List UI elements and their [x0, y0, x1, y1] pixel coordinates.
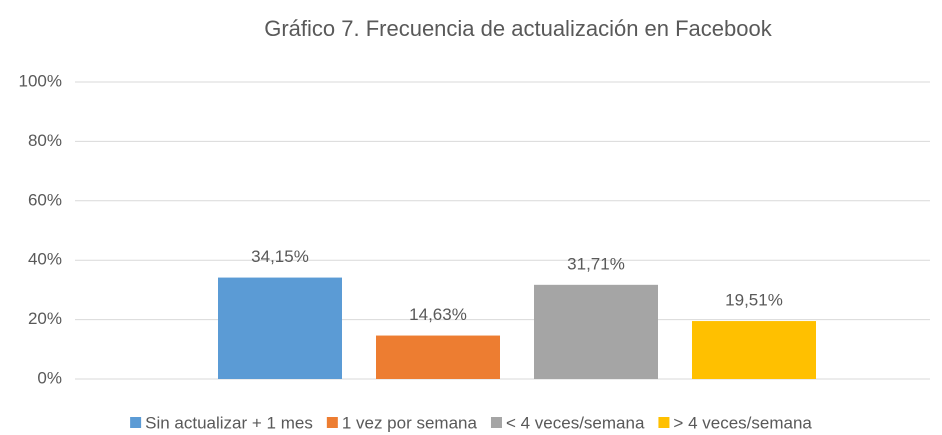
legend-swatch	[658, 417, 670, 428]
legend-label: Sin actualizar + 1 mes	[145, 413, 313, 432]
data-label: 34,15%	[251, 247, 309, 266]
data-label: 31,71%	[567, 254, 625, 273]
bar	[376, 335, 500, 379]
y-tick-label: 80%	[28, 131, 62, 150]
y-tick-label: 60%	[28, 190, 62, 209]
data-label: 19,51%	[725, 291, 783, 310]
legend-label: > 4 veces/semana	[673, 413, 812, 432]
y-tick-label: 100%	[19, 71, 62, 90]
chart-title: Gráfico 7. Frecuencia de actualización e…	[264, 16, 773, 41]
bar	[218, 277, 342, 379]
y-tick-label: 20%	[28, 309, 62, 328]
legend-label: 1 vez por semana	[342, 413, 478, 432]
data-label: 14,63%	[409, 305, 467, 324]
bar	[692, 321, 816, 379]
bar	[534, 284, 658, 379]
legend-swatch	[490, 417, 502, 428]
y-tick-label: 0%	[37, 368, 62, 387]
legend-swatch	[326, 417, 338, 428]
y-tick-label: 40%	[28, 250, 62, 269]
legend-label: < 4 veces/semana	[506, 413, 645, 432]
legend-swatch	[130, 417, 142, 428]
